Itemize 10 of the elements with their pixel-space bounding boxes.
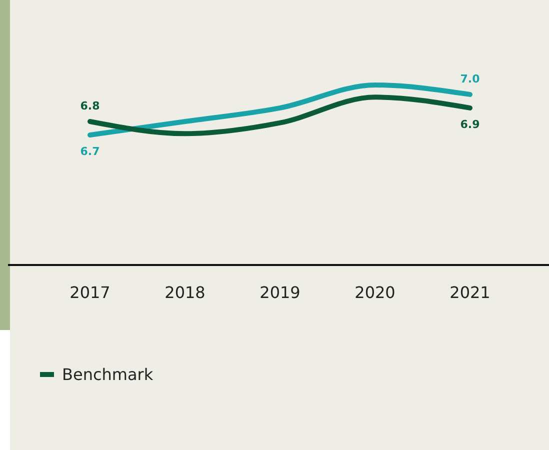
x-tick-label: 2019 — [260, 283, 300, 302]
legend-label: Benchmark — [62, 365, 154, 384]
data-label: 6.7 — [80, 145, 100, 158]
data-label: 6.8 — [80, 99, 100, 112]
data-label: 6.9 — [460, 118, 480, 131]
x-tick-label: 2018 — [164, 283, 206, 302]
x-tick-label: 2020 — [354, 283, 396, 302]
x-tick-label: 2021 — [450, 283, 490, 302]
data-label: 7.0 — [460, 72, 480, 86]
x-tick-label: 2017 — [70, 283, 110, 302]
